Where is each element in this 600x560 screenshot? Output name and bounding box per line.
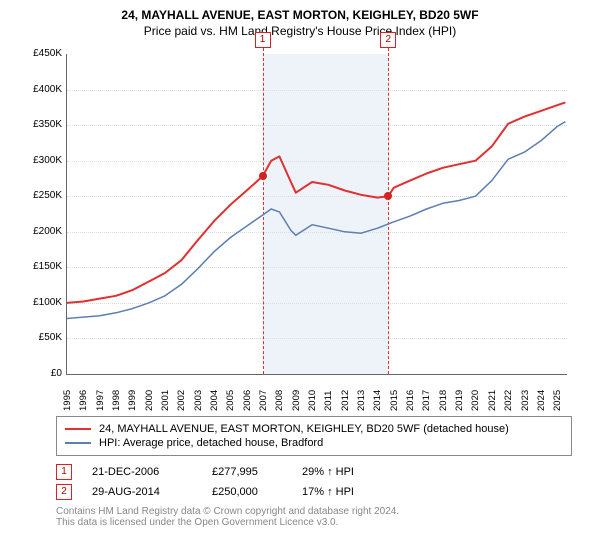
x-tick-label: 2003 xyxy=(193,390,204,411)
x-tick-label: 2018 xyxy=(438,390,449,411)
event-marker-1: 1 xyxy=(56,464,72,480)
event-price: £250,000 xyxy=(212,486,302,498)
x-tick-label: 2004 xyxy=(209,390,220,411)
events-table: 1 21-DEC-2006 £277,995 29% ↑ HPI 2 29-AU… xyxy=(56,464,572,500)
x-tick-label: 2001 xyxy=(160,390,171,411)
y-tick-label: £0 xyxy=(20,368,62,379)
x-tick-label: 2014 xyxy=(372,390,383,411)
x-tick-label: 2019 xyxy=(454,390,465,411)
y-tick-label: £300K xyxy=(20,155,62,166)
footer-line-2: This data is licensed under the Open Gov… xyxy=(56,517,572,528)
x-tick-label: 1996 xyxy=(78,390,89,411)
legend-swatch-hpi xyxy=(65,442,91,444)
x-tick-label: 2023 xyxy=(520,390,531,411)
event-marker-1-on-chart: 1 xyxy=(255,32,271,48)
legend-swatch-property xyxy=(65,428,91,430)
x-tick-label: 2024 xyxy=(536,390,547,411)
x-tick-label: 2008 xyxy=(274,390,285,411)
chart: 12 £0£50K£100K£150K£200K£250K£300K£350K£… xyxy=(20,48,580,408)
x-tick-label: 2005 xyxy=(225,390,236,411)
event-date: 29-AUG-2014 xyxy=(92,486,212,498)
legend-label-property: 24, MAYHALL AVENUE, EAST MORTON, KEIGHLE… xyxy=(99,423,509,435)
y-tick-label: £200K xyxy=(20,226,62,237)
event-pct: 17% ↑ HPI xyxy=(302,486,402,498)
y-tick-label: £400K xyxy=(20,84,62,95)
x-tick-label: 2009 xyxy=(291,390,302,411)
x-tick-label: 2016 xyxy=(405,390,416,411)
x-tick-label: 1998 xyxy=(111,390,122,411)
y-tick-label: £50K xyxy=(20,332,62,343)
x-tick-label: 2022 xyxy=(503,390,514,411)
event-marker-2-on-chart: 2 xyxy=(380,32,396,48)
event-price: £277,995 xyxy=(212,466,302,478)
x-tick-label: 2007 xyxy=(258,390,269,411)
x-tick-label: 1995 xyxy=(62,390,73,411)
y-tick-label: £100K xyxy=(20,297,62,308)
event-row: 1 21-DEC-2006 £277,995 29% ↑ HPI xyxy=(56,464,572,480)
x-tick-label: 1999 xyxy=(127,390,138,411)
legend: 24, MAYHALL AVENUE, EAST MORTON, KEIGHLE… xyxy=(56,416,572,456)
legend-item-property: 24, MAYHALL AVENUE, EAST MORTON, KEIGHLE… xyxy=(65,423,563,435)
x-tick-label: 2013 xyxy=(356,390,367,411)
event-marker-2: 2 xyxy=(56,484,72,500)
legend-label-hpi: HPI: Average price, detached house, Brad… xyxy=(99,437,323,449)
legend-item-hpi: HPI: Average price, detached house, Brad… xyxy=(65,437,563,449)
x-tick-label: 2020 xyxy=(470,390,481,411)
y-tick-label: £250K xyxy=(20,190,62,201)
chart-title-2: Price paid vs. HM Land Registry's House … xyxy=(10,24,590,38)
chart-title-1: 24, MAYHALL AVENUE, EAST MORTON, KEIGHLE… xyxy=(10,8,590,22)
event-row: 2 29-AUG-2014 £250,000 17% ↑ HPI xyxy=(56,484,572,500)
event-date: 21-DEC-2006 xyxy=(92,466,212,478)
event-pct: 29% ↑ HPI xyxy=(302,466,402,478)
y-tick-label: £150K xyxy=(20,261,62,272)
x-tick-label: 2017 xyxy=(421,390,432,411)
footer: Contains HM Land Registry data © Crown c… xyxy=(56,506,572,528)
x-tick-label: 2000 xyxy=(144,390,155,411)
x-tick-label: 2006 xyxy=(242,390,253,411)
x-tick-label: 2012 xyxy=(340,390,351,411)
x-tick-label: 2025 xyxy=(552,390,563,411)
x-tick-label: 2015 xyxy=(389,390,400,411)
footer-line-1: Contains HM Land Registry data © Crown c… xyxy=(56,506,572,517)
y-tick-label: £450K xyxy=(20,48,62,59)
x-tick-label: 2010 xyxy=(307,390,318,411)
x-tick-label: 1997 xyxy=(95,390,106,411)
x-tick-label: 2011 xyxy=(323,391,334,411)
y-tick-label: £350K xyxy=(20,119,62,130)
x-tick-label: 2002 xyxy=(176,390,187,411)
x-tick-label: 2021 xyxy=(487,390,498,411)
